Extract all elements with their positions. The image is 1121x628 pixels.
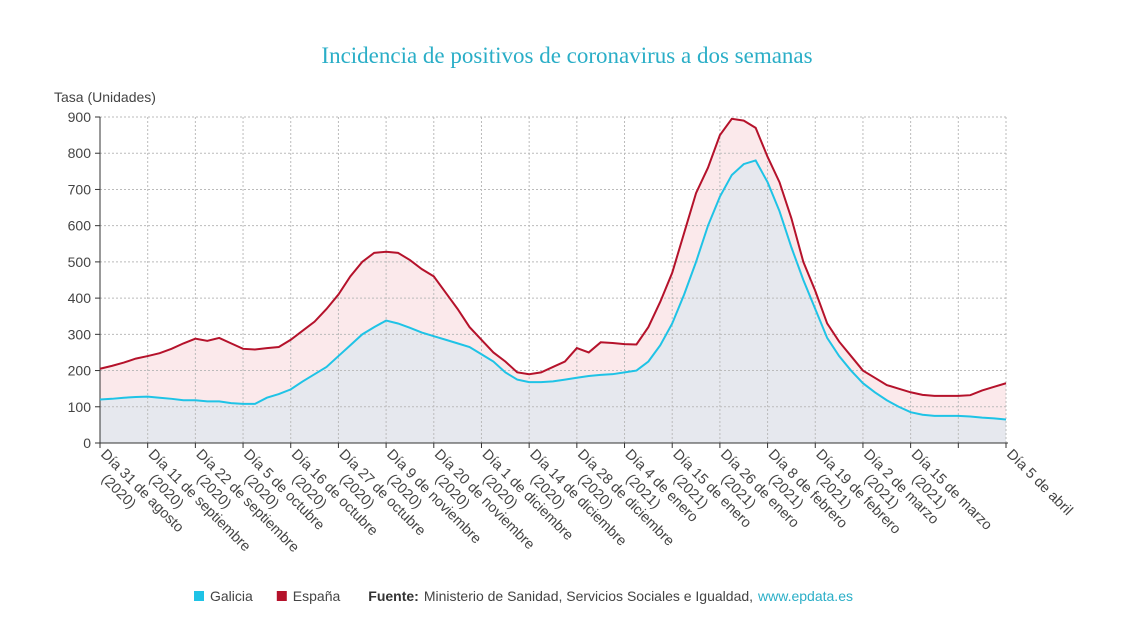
source-text: Ministerio de Sanidad, Servicios Sociale… (424, 588, 753, 604)
line (99, 117, 1007, 397)
y-tick-label: 0 (83, 435, 91, 451)
y-tick-label: 300 (68, 326, 92, 342)
legend-swatch (276, 591, 287, 601)
y-tick-label: 400 (68, 290, 92, 306)
legend: Galicia España Fuente: Ministerio de Sanida… (194, 588, 853, 604)
legend-label: Galicia (210, 588, 253, 604)
y-axis-label: Tasa (Unidades) (54, 89, 156, 105)
y-tick-label: 900 (68, 109, 92, 125)
y-tick-label: 800 (68, 145, 92, 161)
y-tick-label: 100 (68, 399, 92, 415)
y-tick-label: 500 (68, 254, 92, 270)
label-line: Día 5 de abril (1003, 447, 1075, 519)
y-tick-label: 700 (68, 181, 92, 197)
line (99, 159, 1007, 421)
x-tick-label: Día 5 de abril (1003, 447, 1075, 519)
source-link[interactable]: www.epdata.es (757, 588, 853, 604)
y-tick-label: 600 (68, 218, 92, 234)
legend-label: España (293, 588, 341, 604)
area (100, 160, 1006, 443)
source: Fuente: Ministerio de Sanidad, Servicios … (368, 588, 853, 604)
y-tick-label: 200 (68, 363, 92, 379)
legend-swatch (194, 591, 204, 601)
source-label: Fuente: (368, 588, 419, 604)
chart-title: Incidencia de positivos de coronavirus a… (321, 43, 812, 68)
